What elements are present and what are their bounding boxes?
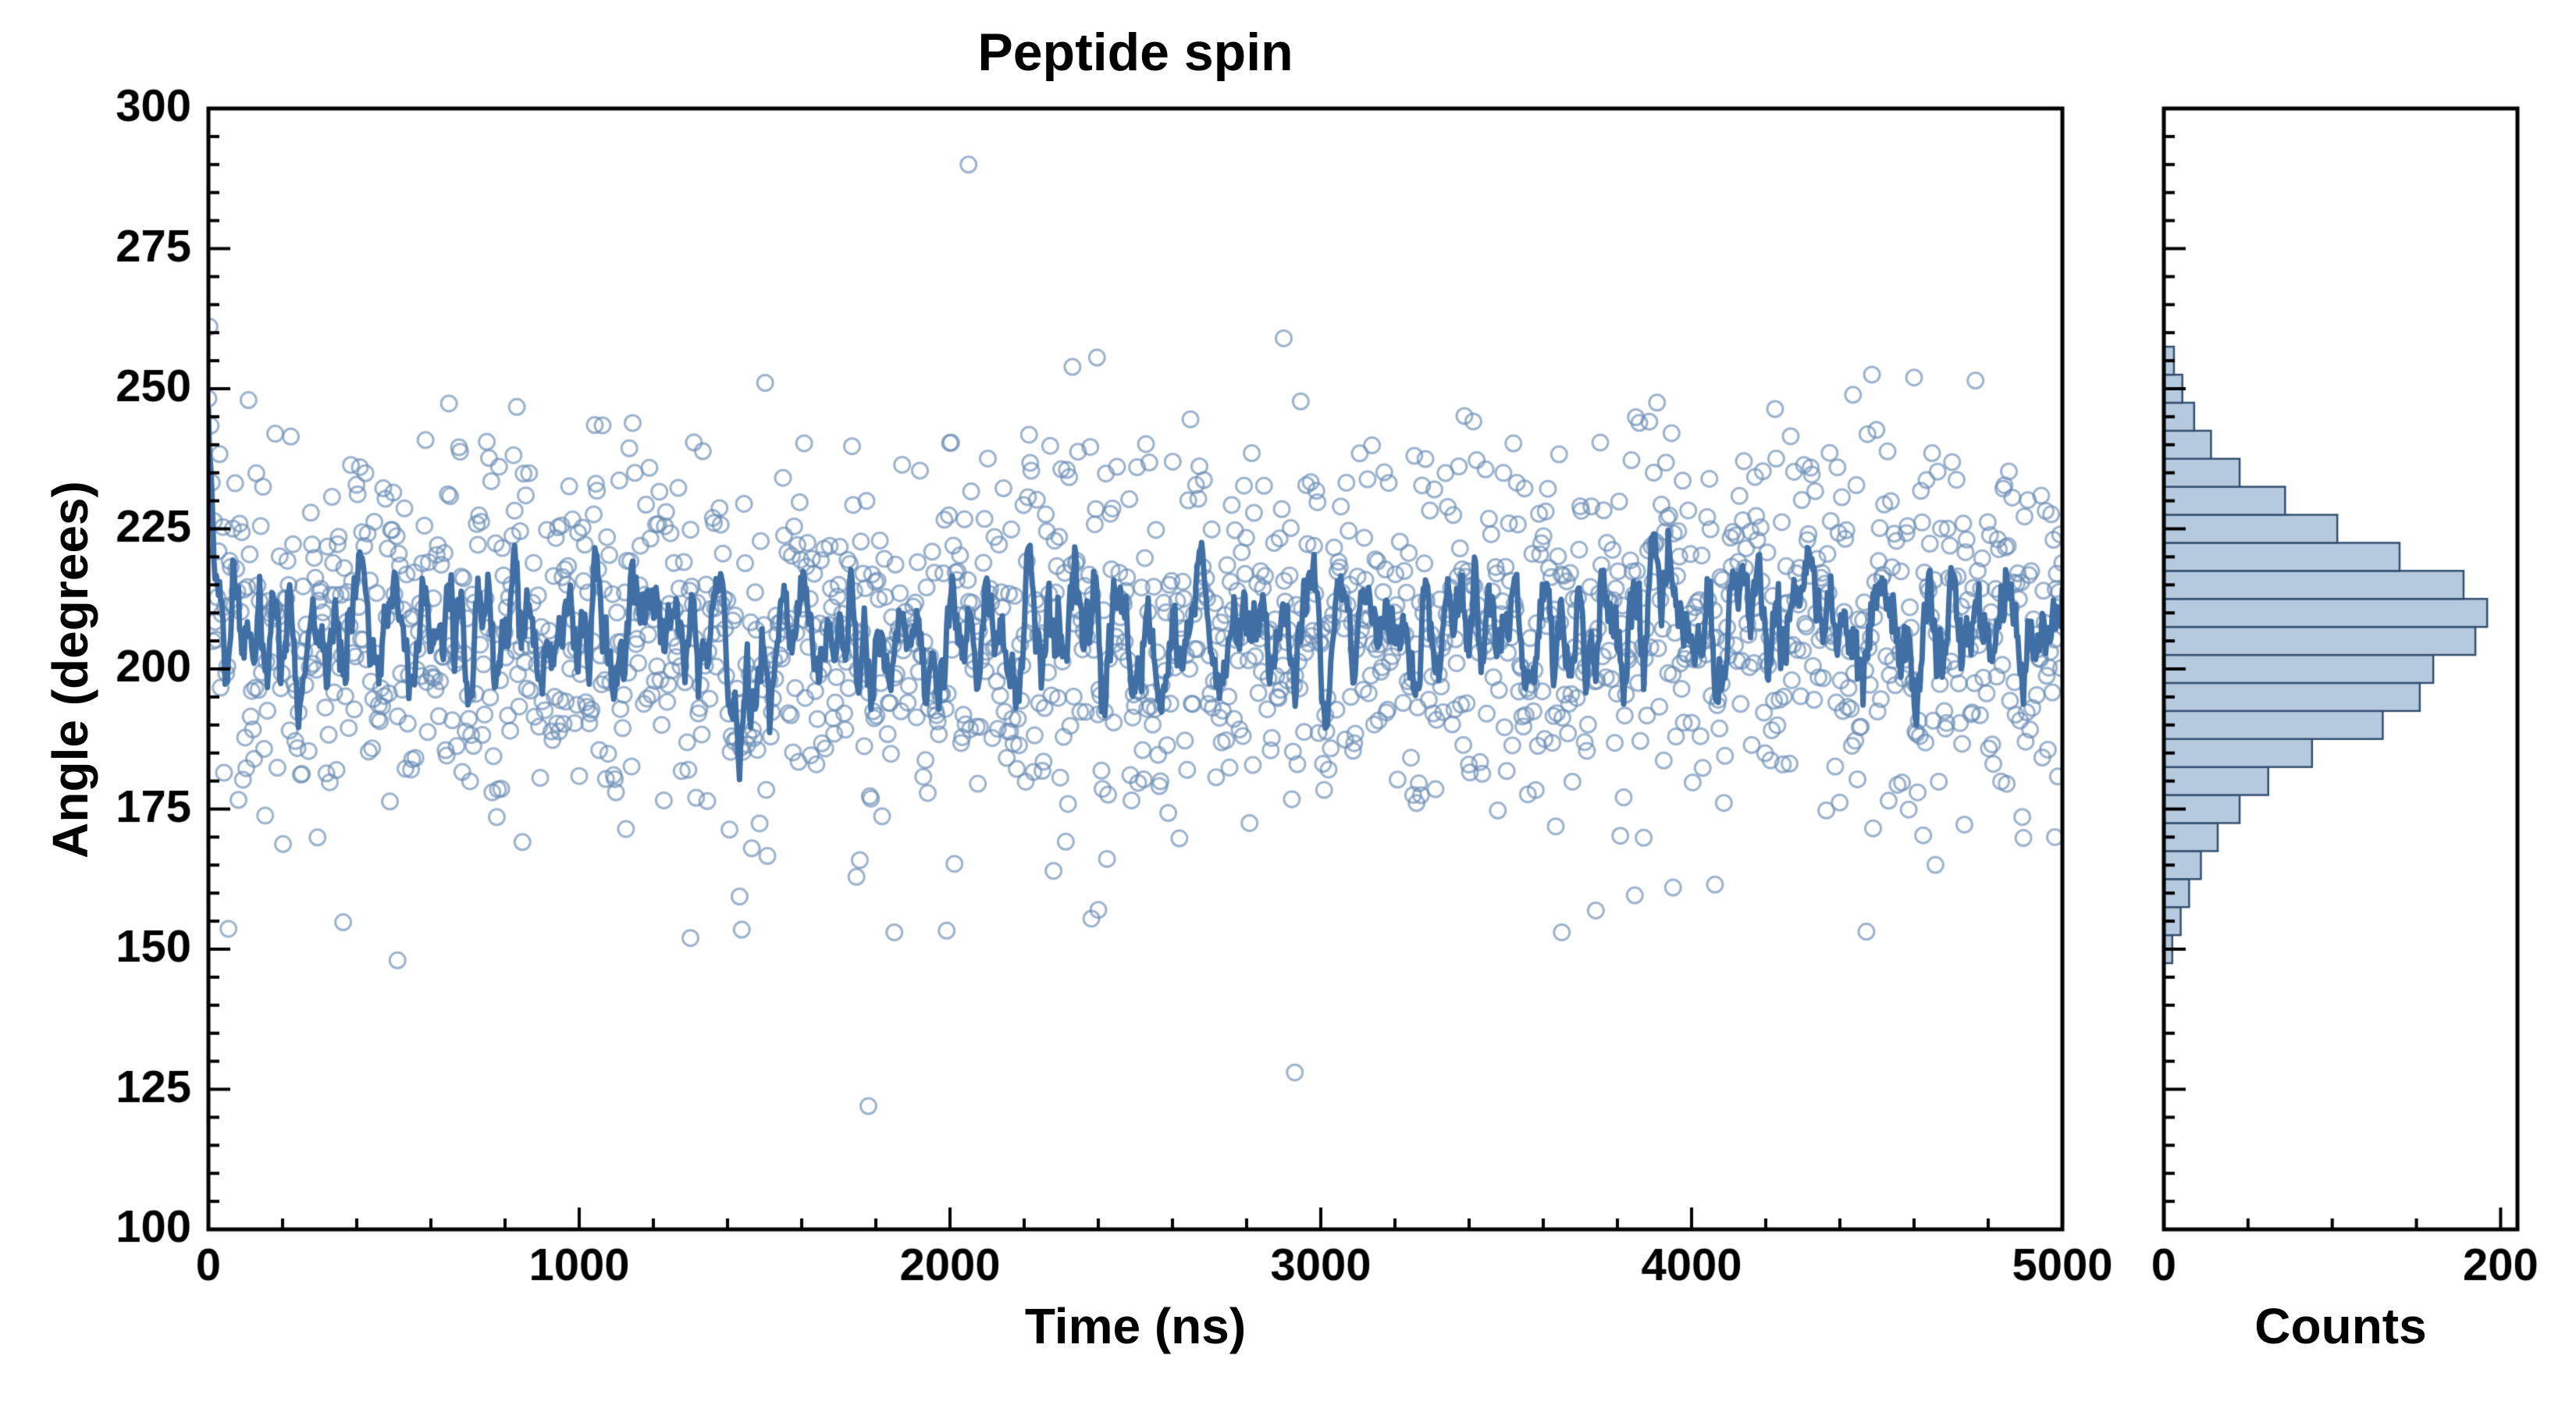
chart-title: Peptide spin [977,23,1293,82]
hist-x-axis-label: Counts [2254,1298,2427,1354]
x-axis-label: Time (ns) [1024,1298,1247,1354]
y-axis-label: Angle (degrees) [42,481,98,859]
